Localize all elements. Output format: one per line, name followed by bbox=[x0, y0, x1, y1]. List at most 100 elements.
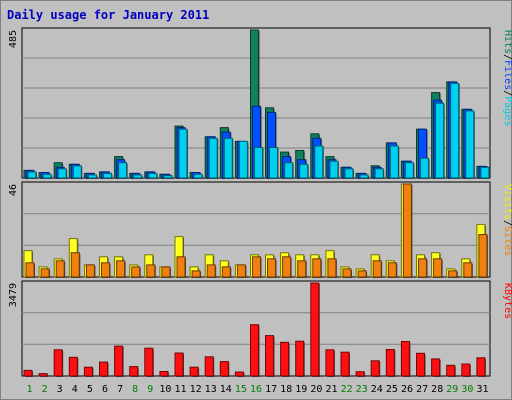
bar-sites-day-14 bbox=[221, 266, 231, 278]
x-tick-label: 1 bbox=[26, 384, 32, 395]
bar-sites-day-21 bbox=[327, 258, 337, 278]
bar-kbytes-day-18 bbox=[280, 341, 290, 377]
bar-pages-day-30 bbox=[465, 110, 475, 179]
x-tick-label: 5 bbox=[87, 384, 93, 395]
bar-pages-day-29 bbox=[450, 82, 460, 179]
x-tick-label: 17 bbox=[265, 384, 277, 395]
bar-pages-day-27 bbox=[420, 157, 429, 179]
x-tick-label: 8 bbox=[132, 384, 138, 395]
bar-kbytes-day-23 bbox=[355, 371, 365, 377]
bar-pages-day-14 bbox=[223, 137, 233, 179]
legend-hits: Hits/Files/Pages bbox=[502, 30, 512, 126]
bar-pages-day-7 bbox=[118, 162, 128, 179]
bar-kbytes-day-28 bbox=[431, 358, 441, 377]
bar-kbytes-day-3 bbox=[53, 349, 63, 377]
panel-hits: 485 Hits/Files/Pages bbox=[8, 27, 512, 179]
x-tick-label: 22 bbox=[341, 384, 353, 395]
bar-pages-day-15 bbox=[238, 140, 248, 179]
bar-kbytes-day-24 bbox=[370, 360, 380, 377]
bar-kbytes-day-29 bbox=[446, 364, 456, 377]
legend-separator: / bbox=[502, 54, 512, 60]
bar-pages-day-22 bbox=[344, 168, 354, 179]
bar-pages-day-17 bbox=[269, 147, 278, 179]
x-tick-label: 31 bbox=[476, 384, 488, 395]
bar-kbytes-day-2 bbox=[38, 373, 48, 377]
bar-sites-day-16 bbox=[252, 256, 261, 278]
chart-title: Daily usage for January 2011 bbox=[7, 8, 209, 22]
bar-kbytes-day-6 bbox=[99, 361, 108, 377]
bar-pages-day-20 bbox=[314, 145, 324, 179]
ymax-label-kbytes: 3479 bbox=[8, 283, 19, 307]
bar-kbytes-day-26 bbox=[400, 341, 410, 377]
x-tick-label: 21 bbox=[325, 384, 337, 395]
x-tick-label: 6 bbox=[102, 384, 108, 395]
bar-kbytes-day-17 bbox=[265, 335, 274, 377]
bar-pages-day-12 bbox=[193, 173, 203, 179]
bar-kbytes-day-27 bbox=[416, 352, 425, 377]
x-tick-label: 14 bbox=[220, 384, 232, 395]
x-tick-label: 12 bbox=[190, 384, 202, 395]
ymax-label-hits: 485 bbox=[8, 30, 19, 48]
bar-sites-day-8 bbox=[131, 266, 141, 278]
bar-pages-day-18 bbox=[284, 162, 294, 179]
bar-pages-day-13 bbox=[208, 137, 218, 179]
bar-pages-day-21 bbox=[329, 160, 339, 179]
bar-pages-day-25 bbox=[389, 145, 399, 179]
bar-pages-day-9 bbox=[148, 172, 158, 179]
panel-visits: 46 Visits/Sites bbox=[8, 181, 512, 278]
legend-item-sites: Sites bbox=[502, 226, 512, 256]
x-tick-label: 15 bbox=[235, 384, 247, 395]
bar-sites-day-28 bbox=[433, 258, 443, 278]
bar-sites-day-4 bbox=[70, 252, 80, 278]
bar-kbytes-day-10 bbox=[159, 371, 169, 377]
bar-sites-day-23 bbox=[357, 270, 367, 278]
bar-pages-day-5 bbox=[87, 174, 97, 179]
legend-item-hits: Hits bbox=[502, 30, 512, 54]
bar-sites-day-27 bbox=[418, 258, 427, 278]
x-tick-label: 29 bbox=[446, 384, 458, 395]
bar-pages-day-8 bbox=[133, 174, 143, 179]
bar-pages-day-3 bbox=[57, 168, 67, 179]
bar-kbytes-day-1 bbox=[23, 369, 33, 377]
panel-kbytes: 3479 KBytes bbox=[8, 280, 512, 377]
bar-pages-day-10 bbox=[163, 175, 173, 179]
x-tick-label: 26 bbox=[401, 384, 413, 395]
bar-sites-day-29 bbox=[448, 270, 458, 278]
bar-kbytes-day-13 bbox=[204, 356, 214, 377]
x-tick-label: 28 bbox=[431, 384, 443, 395]
bar-sites-day-30 bbox=[463, 262, 473, 278]
bar-kbytes-day-11 bbox=[174, 352, 184, 377]
bar-pages-day-2 bbox=[42, 173, 52, 179]
bar-kbytes-day-20 bbox=[310, 282, 320, 377]
legend-visits: Visits/Sites bbox=[502, 184, 512, 256]
bar-sites-day-9 bbox=[146, 264, 156, 278]
bar-kbytes-day-16 bbox=[250, 324, 259, 377]
bar-kbytes-day-9 bbox=[144, 347, 154, 377]
x-tick-label: 3 bbox=[57, 384, 63, 395]
x-tick-label: 2 bbox=[42, 384, 48, 395]
bar-pages-day-1 bbox=[27, 171, 37, 179]
bar-sites-day-12 bbox=[191, 270, 201, 278]
bar-sites-day-2 bbox=[40, 268, 50, 278]
legend-item-files: Files bbox=[502, 60, 512, 90]
legend-item-pages: Pages bbox=[502, 96, 512, 126]
bar-kbytes-day-30 bbox=[461, 363, 471, 377]
bar-kbytes-day-12 bbox=[189, 366, 199, 377]
bar-pages-day-19 bbox=[299, 163, 309, 179]
bar-kbytes-day-25 bbox=[385, 349, 395, 377]
x-tick-label: 25 bbox=[386, 384, 398, 395]
bar-kbytes-day-19 bbox=[295, 340, 305, 377]
bar-kbytes-day-15 bbox=[234, 371, 244, 377]
x-tick-label: 13 bbox=[205, 384, 217, 395]
bar-pages-day-23 bbox=[359, 174, 369, 179]
bar-kbytes-day-31 bbox=[476, 357, 486, 377]
bar-kbytes-day-14 bbox=[219, 361, 229, 377]
legend-item-visits: Visits bbox=[502, 184, 512, 220]
bar-pages-day-31 bbox=[480, 166, 490, 179]
x-tick-label: 20 bbox=[310, 384, 322, 395]
bar-pages-day-16 bbox=[254, 147, 263, 179]
bar-pages-day-26 bbox=[404, 162, 414, 179]
bar-sites-day-25 bbox=[387, 262, 397, 278]
bar-kbytes-day-22 bbox=[340, 351, 350, 377]
x-tick-label: 24 bbox=[371, 384, 383, 395]
